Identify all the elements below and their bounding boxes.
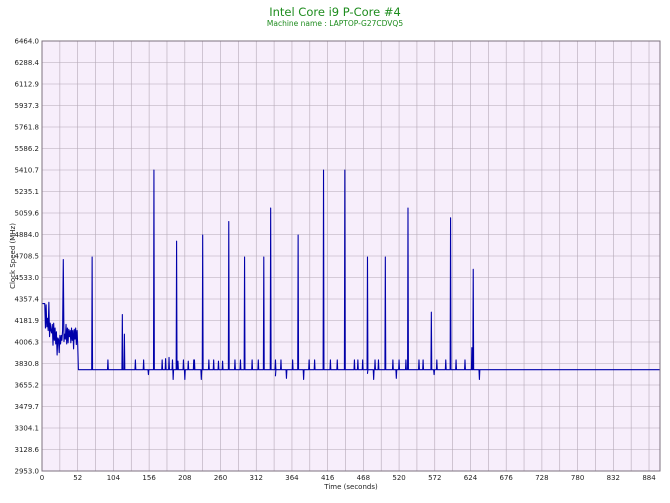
x-tick-label: 156 (142, 474, 156, 482)
x-tick-label: 312 (250, 474, 263, 482)
y-tick-label: 3655.2 (15, 382, 40, 390)
x-tick-label: 260 (214, 474, 227, 482)
chart-subtitle: Machine name : LAPTOP-G27CDVQ5 (267, 19, 403, 28)
y-tick-label: 4533.0 (15, 274, 40, 282)
x-tick-label: 468 (357, 474, 370, 482)
x-axis-label: Time (seconds) (323, 483, 378, 491)
y-tick-label: 5235.1 (15, 188, 40, 196)
y-axis-tick-labels: 2953.0 3128.6 3304.1 3479.7 3655.2 3830.8 4006… (15, 38, 40, 476)
x-tick-label: 520 (392, 474, 405, 482)
x-tick-label: 416 (321, 474, 335, 482)
y-axis-label: Clock Speed (MHz) (9, 223, 17, 289)
y-tick-label: 3830.8 (15, 360, 40, 368)
x-tick-label: 104 (107, 474, 121, 482)
y-tick-label: 5937.3 (15, 102, 40, 110)
x-tick-label: 208 (178, 474, 191, 482)
plot-border (41, 40, 661, 472)
x-tick-label: 52 (73, 474, 82, 482)
y-tick-label: 3304.1 (15, 425, 40, 433)
series-line (42, 169, 660, 381)
y-tick-label: 4357.4 (15, 296, 40, 304)
y-tick-label: 4006.3 (15, 339, 40, 347)
y-tick-label: 5059.6 (15, 210, 40, 218)
series-group (42, 169, 660, 381)
y-tick-label: 6288.4 (15, 59, 40, 67)
grid-lines (42, 40, 660, 472)
y-tick-label: 5761.8 (15, 124, 40, 132)
y-tick-label: 5410.7 (15, 167, 40, 175)
x-tick-label: 676 (499, 474, 513, 482)
y-tick-label: 5586.2 (15, 145, 40, 153)
x-tick-label: 572 (428, 474, 441, 482)
y-tick-label: 2953.0 (15, 468, 40, 476)
x-tick-label: 832 (607, 474, 620, 482)
x-axis-tick-labels: 0 52 104 156 208 260 312 364 416 468 520 572 624 676 7… (40, 474, 656, 482)
y-tick-label: 3128.6 (15, 446, 40, 454)
y-tick-label: 4884.0 (15, 231, 40, 239)
y-tick-label: 4708.5 (15, 253, 40, 261)
y-tick-label: 6112.9 (15, 81, 40, 89)
chart-title: Intel Core i9 P-Core #4 (269, 5, 401, 19)
x-tick-label: 0 (40, 474, 44, 482)
x-tick-label: 624 (464, 474, 478, 482)
x-tick-label: 884 (642, 474, 656, 482)
x-tick-label: 364 (285, 474, 299, 482)
x-tick-label: 728 (535, 474, 548, 482)
y-tick-label: 6464.0 (15, 38, 40, 46)
y-tick-label: 4181.9 (15, 317, 40, 325)
x-tick-label: 780 (571, 474, 584, 482)
y-tick-label: 3479.7 (15, 403, 40, 411)
